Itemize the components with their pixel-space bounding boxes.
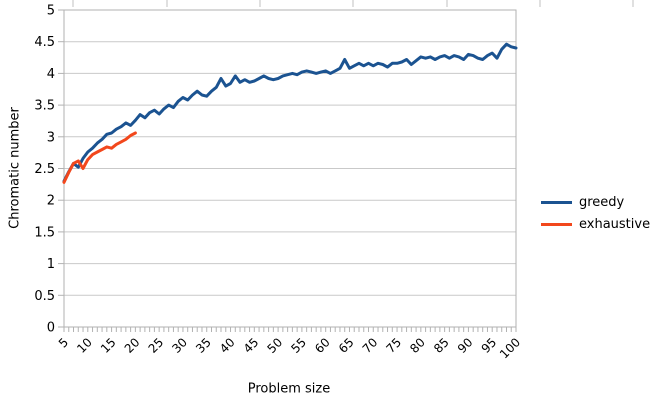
exhaustive-line bbox=[62, 131, 137, 184]
x-tick-label: 15 bbox=[98, 335, 119, 356]
x-tick-label: 30 bbox=[169, 335, 190, 356]
x-tick-label: 45 bbox=[241, 335, 262, 356]
y-tick-label: 4.5 bbox=[34, 35, 55, 50]
x-tick-label: 95 bbox=[479, 335, 500, 356]
legend-label-exhaustive: exhaustive bbox=[579, 216, 650, 232]
y-tick-label: 0 bbox=[47, 321, 55, 336]
x-tick-label: 50 bbox=[265, 335, 286, 356]
y-tick-label: 2.5 bbox=[34, 162, 55, 177]
x-tick-label: 100 bbox=[497, 335, 523, 361]
y-tick-label: 3 bbox=[47, 130, 55, 145]
y-axis-title: Chromatic number bbox=[7, 107, 23, 229]
x-tick-label: 60 bbox=[312, 335, 333, 356]
x-tick-label: 10 bbox=[74, 335, 95, 356]
x-tick-label: 40 bbox=[217, 335, 238, 356]
x-tick-label: 85 bbox=[431, 335, 452, 356]
y-tick-label: 5 bbox=[47, 4, 55, 19]
x-tick-label: 65 bbox=[336, 335, 357, 356]
x-axis-title: Problem size bbox=[247, 381, 331, 397]
greedy-line bbox=[62, 42, 518, 183]
x-tick-label: 75 bbox=[383, 335, 404, 356]
x-tick-label: 80 bbox=[407, 335, 428, 356]
y-tick-label: 2 bbox=[47, 194, 55, 209]
y-tick-label: 1 bbox=[47, 257, 55, 272]
legend-label-greedy: greedy bbox=[579, 194, 625, 210]
y-tick-label: 3.5 bbox=[34, 99, 55, 114]
legend-entry-greedy: greedy bbox=[541, 193, 650, 211]
legend-line-sample-greedy bbox=[541, 200, 572, 204]
y-tick-label: 1.5 bbox=[34, 225, 55, 240]
legend: greedy exhaustive bbox=[541, 193, 650, 233]
x-tick-label: 20 bbox=[122, 335, 143, 356]
x-tick-label: 70 bbox=[360, 335, 381, 356]
x-tick-label: 55 bbox=[288, 335, 309, 356]
x-tick-label: 5 bbox=[56, 335, 71, 350]
x-tick-label: 35 bbox=[193, 335, 214, 356]
legend-line-sample-exhaustive bbox=[541, 222, 572, 226]
x-tick-label: 90 bbox=[455, 335, 476, 356]
x-tick-label: 25 bbox=[146, 335, 167, 356]
legend-entry-exhaustive: exhaustive bbox=[541, 215, 650, 233]
y-tick-label: 4 bbox=[47, 67, 55, 82]
y-tick-label: 0.5 bbox=[34, 289, 55, 304]
